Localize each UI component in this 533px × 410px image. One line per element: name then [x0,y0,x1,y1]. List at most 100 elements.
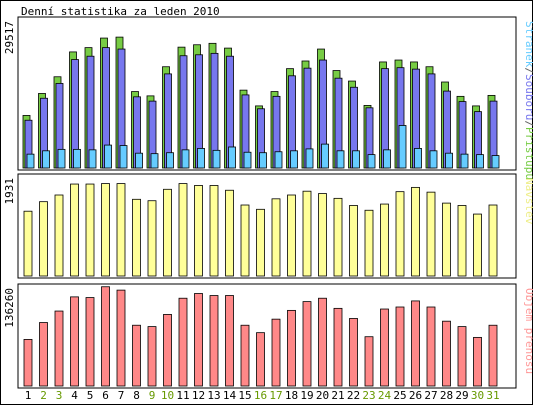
bar-volume [333,307,343,387]
legend-entry: Přístupů [523,127,533,180]
bar-volume [442,320,451,387]
x-tick-label: 27 [424,389,437,402]
bar-visits [364,209,374,277]
x-tick-label: 8 [133,389,140,402]
bar-visits [209,185,219,277]
bar-pages [135,152,143,169]
bar-volume [240,324,250,387]
x-tick-label: 25 [393,389,406,402]
bar-volume [225,295,234,387]
bar-volume [473,336,482,387]
panel-3-legend: Objem přenosu [523,288,533,374]
bar-visits [194,185,203,277]
bar-pages [57,148,66,169]
bar-visits [333,197,343,277]
bar-volume [178,297,188,387]
bar-visits [70,183,79,277]
bar-visits [116,183,126,277]
bar-visits [349,205,358,277]
bar-visits [457,205,467,277]
panel-2-legend: Návštěv [523,178,533,225]
bar-pages [119,145,128,169]
bar-visits [85,183,95,277]
x-tick-label: 1 [25,389,32,402]
bar-volume [411,300,420,387]
x-tick-label: 30 [471,389,484,402]
legend-entry: Stránek [523,21,533,68]
bar-visits [380,203,389,277]
x-tick-label: 23 [362,389,375,402]
panel-frame-1 [17,16,517,171]
bar-visits [302,190,312,277]
panel-frame-2 [17,173,517,279]
bar-volume [70,296,79,387]
x-tick-label: 7 [118,389,125,402]
bar-volume [349,318,358,387]
x-tick-label: 26 [409,389,422,402]
bar-pages [150,153,159,169]
bar-visits [442,202,451,277]
bar-volume [163,314,172,387]
panel-frame-3 [17,283,517,389]
bar-visits [132,198,141,277]
panel-3-ymax-label: 136260 [3,288,16,328]
bar-visits [473,213,482,277]
x-tick-label: 20 [316,389,329,402]
bar-volume [380,308,389,387]
bar-visits [39,201,48,277]
bar-visits [23,210,33,277]
chart-title: Denní statistika za leden 2010 [21,5,220,18]
x-tick-label: 15 [238,389,251,402]
bar-visits [271,198,281,277]
bar-volume [256,332,265,387]
bar-visits [240,204,250,277]
bar-pages [166,152,174,169]
bar-volume [488,324,498,387]
bar-volume [194,293,203,387]
bar-pages [460,153,469,169]
bar-volume [457,326,467,387]
bar-visits [178,183,188,277]
legend-entry: Objem přenosu [523,288,533,374]
bar-pages [476,154,484,169]
bar-pages [197,148,205,169]
x-tick-label: 13 [207,389,220,402]
x-tick-label: 19 [300,389,313,402]
bar-pages [414,148,422,169]
bar-volume [209,295,219,387]
panel-2-ymax-label: 1931 [3,178,16,205]
bar-visits [256,208,265,277]
bar-pages [367,154,376,169]
bar-pages [73,148,81,169]
x-tick-label: 17 [269,389,282,402]
bar-pages [42,150,50,169]
bar-volume [54,310,64,387]
bar-volume [85,297,95,387]
legend-entry: Návštěv [523,178,533,225]
bar-pages [104,144,112,169]
bar-visits [147,200,157,277]
legend-entry: / [523,120,533,127]
bar-pages [352,150,360,169]
x-tick-label: 14 [223,389,237,402]
bar-pages [88,149,97,169]
x-tick-label: 29 [455,389,468,402]
x-tick-label: 11 [176,389,189,402]
x-tick-label: 31 [486,389,499,402]
x-tick-label: 18 [285,389,298,402]
bar-volume [147,326,157,387]
panel-1-ymax-label: 29517 [3,21,16,54]
x-tick-label: 2 [40,389,47,402]
bar-pages [398,125,407,169]
legend-entry: / [523,67,533,74]
x-tick-label: 5 [87,389,94,402]
x-tick-label: 24 [378,389,392,402]
bar-volume [395,306,405,387]
bar-pages [290,150,298,169]
bar-pages [336,150,345,169]
bar-visits [163,188,172,277]
bar-volume [23,339,33,387]
x-tick-label: 28 [440,389,453,402]
bar-visits [488,204,498,277]
bar-volume [132,324,141,387]
